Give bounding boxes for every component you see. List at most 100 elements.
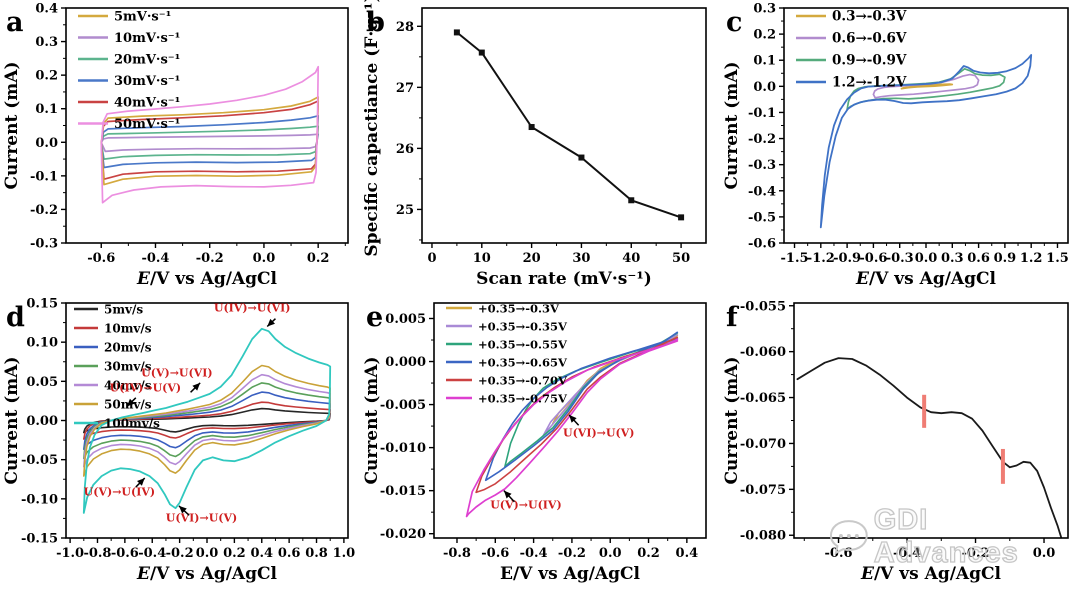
y-tick-label: -0.4 xyxy=(748,184,776,199)
annotation-arrowhead xyxy=(503,490,512,499)
x-axis-label: E/V vs Ag/AgCl xyxy=(500,564,641,584)
annotation-arrowhead xyxy=(569,414,577,423)
y-tick-label: -0.2 xyxy=(30,203,58,218)
legend-label: 100mv/s xyxy=(104,417,160,431)
data-point-marker xyxy=(578,154,585,161)
panel-letter-a: a xyxy=(6,7,24,38)
legend-label: +0.35→-0.75V xyxy=(478,392,568,406)
x-tick-label: 0.6 xyxy=(278,546,301,561)
series-10mV·s⁻¹ xyxy=(100,133,320,153)
x-tick-label: -0.3 xyxy=(886,251,914,266)
legend-label: 40mV·s⁻¹ xyxy=(114,96,180,111)
x-axis-label: E/V vs Ag/AgCl xyxy=(136,269,278,289)
y-axis-label: Current (mA) xyxy=(2,356,22,484)
x-tick-label: -0.4 xyxy=(138,546,166,561)
x-tick-label: 0.2 xyxy=(223,546,246,561)
panel-letter-e: e xyxy=(366,302,383,333)
x-tick-label: 0.8 xyxy=(305,546,328,561)
legend-label: 0.6→-0.6V xyxy=(832,31,907,47)
series-+0.35→-0.75V xyxy=(465,338,679,518)
x-tick-label: 0.0 xyxy=(1033,546,1056,561)
x-tick-label: 0.3 xyxy=(941,251,964,266)
legend-label: 20mv/s xyxy=(104,341,152,355)
y-axis-label: Current (mA) xyxy=(722,61,742,189)
y-tick-label: -0.080 xyxy=(740,529,786,544)
x-tick-label: -1.0 xyxy=(56,546,84,561)
x-tick-label: -0.4 xyxy=(893,546,921,561)
axes-frame xyxy=(421,7,707,244)
legend-label: 50mV·s⁻¹ xyxy=(114,117,180,132)
x-tick-label: -0.6 xyxy=(111,546,139,561)
panel-c: -1.5 -1.2 -0.9 -0.6 -0.3 0.0 0.3 0.6 0.9 1.2 1.5 0.… xyxy=(720,0,1080,295)
annotation-arrowhead xyxy=(178,505,187,514)
y-tick-label: 0.1 xyxy=(35,102,58,117)
y-tick-label: -0.1 xyxy=(30,169,58,184)
x-tick-label: -0.9 xyxy=(833,251,861,266)
data-point-marker xyxy=(678,214,685,221)
y-tick-label: -0.055 xyxy=(740,299,786,314)
y-tick-label: -0.005 xyxy=(380,398,426,413)
y-axis-label: Specific capactiance (F·g⁻¹) xyxy=(362,0,382,257)
x-tick-label: 0.4 xyxy=(250,546,273,561)
legend-label: 5mV·s⁻¹ xyxy=(114,10,171,25)
annotation-arrowhead xyxy=(192,382,201,391)
x-tick-label: 0.2 xyxy=(307,251,330,266)
legend-label: 20mV·s⁻¹ xyxy=(114,53,180,68)
x-tick-label: -0.8 xyxy=(443,546,471,561)
annotation: U(V)→U(IV) xyxy=(84,486,155,499)
panel-e-chart: -0.8 -0.6 -0.4 -0.2 0.0 0.2 0.4 0.005 0.000 -0.00… xyxy=(362,302,707,584)
legend-label: 1.2→-1.2V xyxy=(832,75,907,91)
y-tick-label: 0.10 xyxy=(26,336,58,351)
y-tick-label: 27 xyxy=(396,81,414,96)
y-tick-label: 0.000 xyxy=(385,355,426,370)
data-point-marker xyxy=(528,124,535,131)
x-tick-label: -0.2 xyxy=(196,251,224,266)
panel-d: -1.0 -0.8 -0.6 -0.4 -0.2 0.0 0.2 0.4 0.6 0.8 1.0 0.… xyxy=(0,295,360,590)
x-tick-label: 1.0 xyxy=(333,546,356,561)
y-tick-label: 0.0 xyxy=(753,80,776,95)
x-tick-label: 20 xyxy=(523,251,541,266)
y-tick-label: 28 xyxy=(396,20,414,35)
x-axis-label: E/V vs Ag/AgCl xyxy=(855,269,997,289)
legend: 0.3→-0.3V 0.6→-0.6V 0.9→-0.9V 1.2→-1.2V xyxy=(796,9,907,91)
y-tick-label: -0.1 xyxy=(748,106,776,121)
panel-e: -0.8 -0.6 -0.4 -0.2 0.0 0.2 0.4 0.005 0.000 -0.00… xyxy=(360,295,720,590)
y-tick-label: -0.3 xyxy=(30,237,58,252)
series-+0.35→-0.70V xyxy=(475,336,679,494)
x-tick-label: -1.5 xyxy=(781,251,809,266)
data-point-marker xyxy=(453,29,460,36)
x-tick-label: -0.4 xyxy=(520,546,548,561)
y-tick-label: 0.0 xyxy=(35,136,58,151)
y-tick-label: 0.2 xyxy=(35,69,58,84)
annotation: U(V)→U(IV) xyxy=(490,499,561,512)
x-tick-label: -0.4 xyxy=(141,251,169,266)
legend-label: 0.3→-0.3V xyxy=(832,9,907,25)
y-tick-label: -0.075 xyxy=(740,483,786,498)
annotation-arrowhead xyxy=(126,398,135,407)
annotation: U(VI)→U(V) xyxy=(166,512,237,525)
x-axis-label: Scan rate (mV·s⁻¹) xyxy=(476,269,652,289)
legend-label: 5mv/s xyxy=(104,303,143,317)
legend-label: +0.35→-0.55V xyxy=(478,338,568,352)
series-specific-capacitance xyxy=(455,31,683,219)
legend: 5mv/s10mv/s20mv/s30mv/s40mv/s50mv/s100mv… xyxy=(74,303,160,431)
series-+0.35→-0.65V xyxy=(484,331,679,482)
y-tick-label: -0.10 xyxy=(21,492,58,507)
legend-label: +0.35→-0.3V xyxy=(478,302,560,316)
y-tick-label: -0.15 xyxy=(21,532,58,547)
x-axis-label: E/V vs Ag/AgCl xyxy=(136,564,278,584)
series-50mV·s⁻¹ xyxy=(100,65,320,204)
x-tick-label: 0.0 xyxy=(253,251,276,266)
y-tick-label: 0.4 xyxy=(35,2,58,17)
annotation: U(V)→U(VI) xyxy=(141,367,212,380)
y-tick-label: 0.3 xyxy=(753,2,776,17)
panel-letter-b: b xyxy=(366,7,385,38)
y-tick-label: -0.020 xyxy=(380,527,426,542)
y-axis-label: Current (mA) xyxy=(2,61,22,189)
x-tick-label: -0.6 xyxy=(859,251,887,266)
y-axis-label: Current (mA) xyxy=(722,356,742,484)
y-tick-label: -0.060 xyxy=(740,345,786,360)
series-stripping-curve xyxy=(796,357,1062,538)
y-tick-label: -0.065 xyxy=(740,391,786,406)
y-tick-label: -0.3 xyxy=(748,158,776,173)
